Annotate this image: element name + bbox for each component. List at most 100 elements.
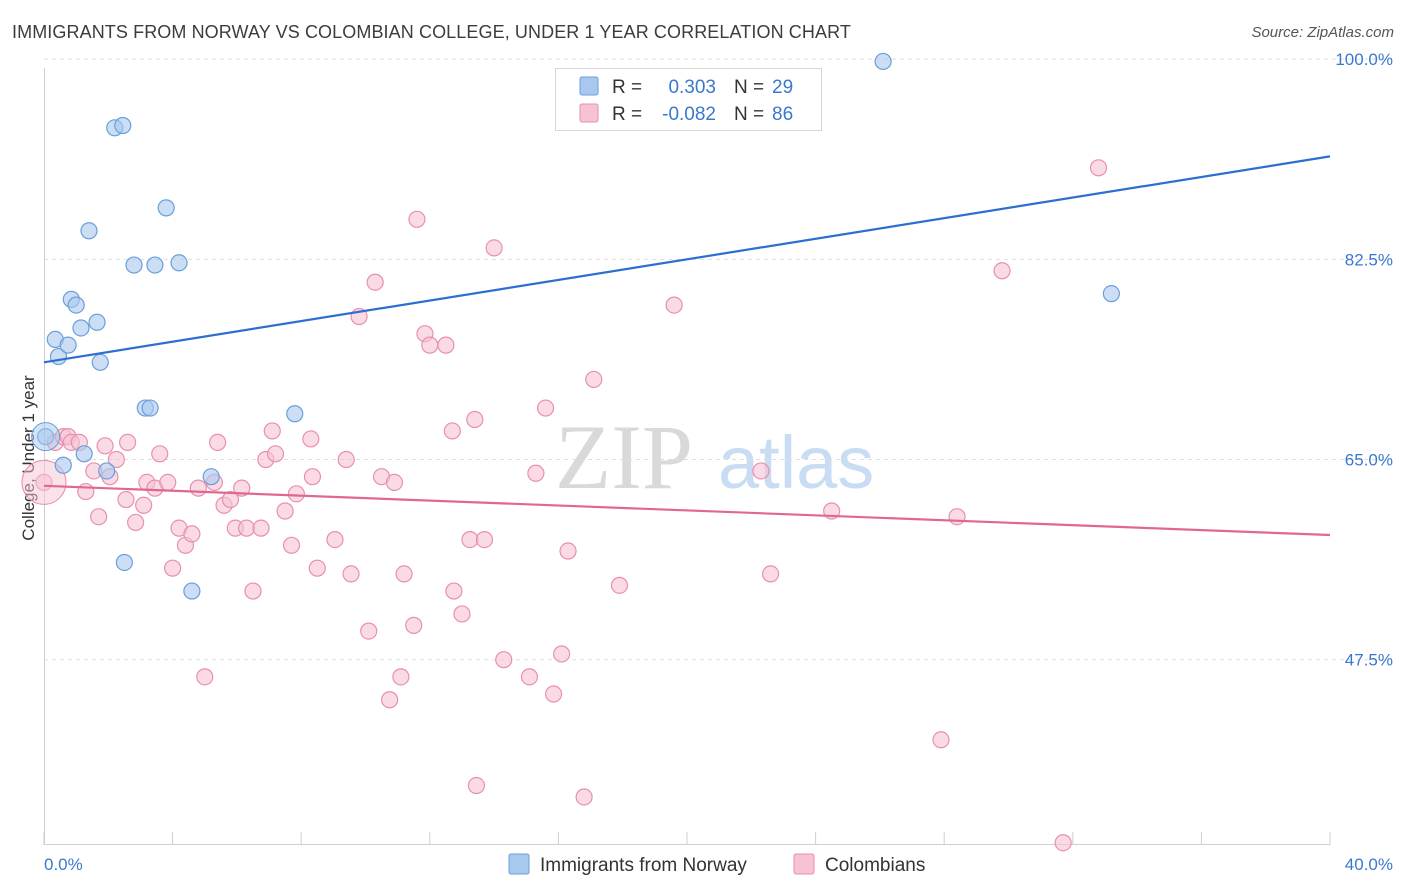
- norway-cluster-point: [31, 422, 61, 452]
- colombians-point: [443, 422, 461, 440]
- colombians-point: [282, 536, 301, 554]
- colombians-point: [761, 565, 780, 583]
- y-axis-label: College, Under 1 year: [19, 375, 38, 541]
- colombians-point: [948, 508, 966, 526]
- legend-r-value-1: 0.303: [668, 77, 716, 98]
- y-tick-label: 65.0%: [1345, 451, 1393, 470]
- colombians-point: [575, 788, 593, 806]
- colombians-point: [392, 668, 410, 686]
- colombians-point: [326, 530, 344, 549]
- colombians-point: [90, 508, 108, 526]
- norway-point: [59, 336, 77, 354]
- norway-point: [874, 52, 892, 71]
- colombians-point: [77, 482, 95, 501]
- colombians-point: [96, 437, 114, 455]
- y-tick-labels: 100.0% 82.5% 65.0% 47.5%: [1335, 50, 1393, 670]
- colombians-point: [263, 422, 281, 440]
- colombians-point: [151, 445, 169, 463]
- colombians-point: [342, 565, 360, 583]
- colombians-point: [467, 776, 486, 795]
- colombians-point: [553, 645, 571, 663]
- legend-n-label-2: N =: [734, 104, 764, 125]
- colombians-point: [302, 430, 320, 448]
- colombians-point: [752, 462, 770, 480]
- colombians-point: [196, 668, 214, 686]
- colombians-point: [385, 473, 404, 491]
- legend-swatch-colombians: [579, 103, 599, 123]
- colombians-point: [209, 433, 227, 451]
- colombians-point: [408, 210, 426, 228]
- colombians-point: [237, 519, 256, 537]
- series-norway: [31, 52, 1120, 600]
- colombians-point: [466, 410, 484, 429]
- colombians-point: [544, 685, 563, 703]
- watermark: ZIP atlas: [555, 406, 874, 508]
- watermark-zip: ZIP: [555, 406, 693, 508]
- norway-point: [157, 199, 175, 217]
- colombians-cluster-point: [21, 459, 67, 505]
- x-tick-label-min: 0.0%: [44, 855, 83, 874]
- y-tick-label: 47.5%: [1345, 651, 1393, 670]
- legend-box: [555, 68, 822, 131]
- colombians-point: [107, 450, 125, 469]
- source-label: Source: ZipAtlas.com: [1251, 24, 1394, 41]
- colombians-point: [395, 565, 413, 583]
- colombians-point: [665, 296, 683, 314]
- colombians-point: [366, 273, 384, 291]
- colombians-point: [437, 336, 455, 354]
- colombians-point: [287, 485, 305, 503]
- colombians-point: [221, 490, 240, 509]
- colombians-point: [266, 445, 285, 463]
- y-grid-lines: [44, 58, 1393, 661]
- colombians-point: [164, 559, 182, 577]
- colombians-point: [233, 479, 251, 497]
- norway-trend-line: [43, 155, 1331, 364]
- colombians-point: [993, 262, 1011, 280]
- colombians-point: [308, 559, 326, 577]
- bottom-legend-swatch-colombians: [793, 853, 815, 875]
- colombians-point: [127, 513, 145, 532]
- bottom-legend-label-norway: Immigrants from Norway: [540, 855, 747, 876]
- colombians-point: [932, 731, 950, 749]
- colombians-point: [536, 399, 555, 417]
- x-tick-label-max: 40.0%: [1345, 855, 1393, 874]
- norway-point: [80, 222, 98, 240]
- correlation-legend: R = 0.303 N = 29 R = -0.082 N = 86: [555, 68, 822, 131]
- norway-point: [67, 296, 85, 314]
- norway-point: [183, 582, 201, 600]
- norway-point: [141, 399, 159, 417]
- colombians-point: [183, 525, 201, 543]
- colombians-point: [360, 622, 378, 640]
- colombians-point: [453, 605, 471, 623]
- colombians-point: [495, 651, 513, 669]
- norway-point: [91, 353, 109, 371]
- legend-n-label-1: N =: [734, 77, 764, 98]
- x-axis-ticks: [43, 832, 1331, 845]
- colombians-point: [118, 433, 137, 451]
- norway-point: [202, 468, 220, 486]
- norway-point: [54, 456, 72, 474]
- legend-n-value-2: 86: [772, 104, 793, 125]
- norway-point: [88, 313, 106, 331]
- legend-n-value-1: 29: [772, 77, 793, 98]
- colombians-point: [421, 336, 439, 354]
- colombians-point: [381, 691, 399, 709]
- chart-title: IMMIGRANTS FROM NORWAY VS COLOMBIAN COLL…: [12, 22, 851, 42]
- norway-point: [1102, 285, 1120, 303]
- norway-point: [170, 254, 188, 272]
- colombians-point: [1089, 159, 1108, 177]
- colombians-point: [244, 582, 262, 600]
- colombians-point: [559, 542, 577, 560]
- colombians-point: [337, 450, 355, 469]
- colombians-point: [527, 464, 545, 482]
- legend-r-label-2: R =: [612, 104, 642, 125]
- colombians-point: [159, 473, 177, 491]
- norway-point: [286, 405, 304, 423]
- colombians-point: [276, 502, 294, 520]
- colombians-point: [252, 519, 270, 537]
- watermark-atlas: atlas: [718, 421, 874, 504]
- colombians-point: [189, 479, 207, 497]
- colombians-point: [475, 530, 494, 549]
- norway-point: [98, 462, 116, 480]
